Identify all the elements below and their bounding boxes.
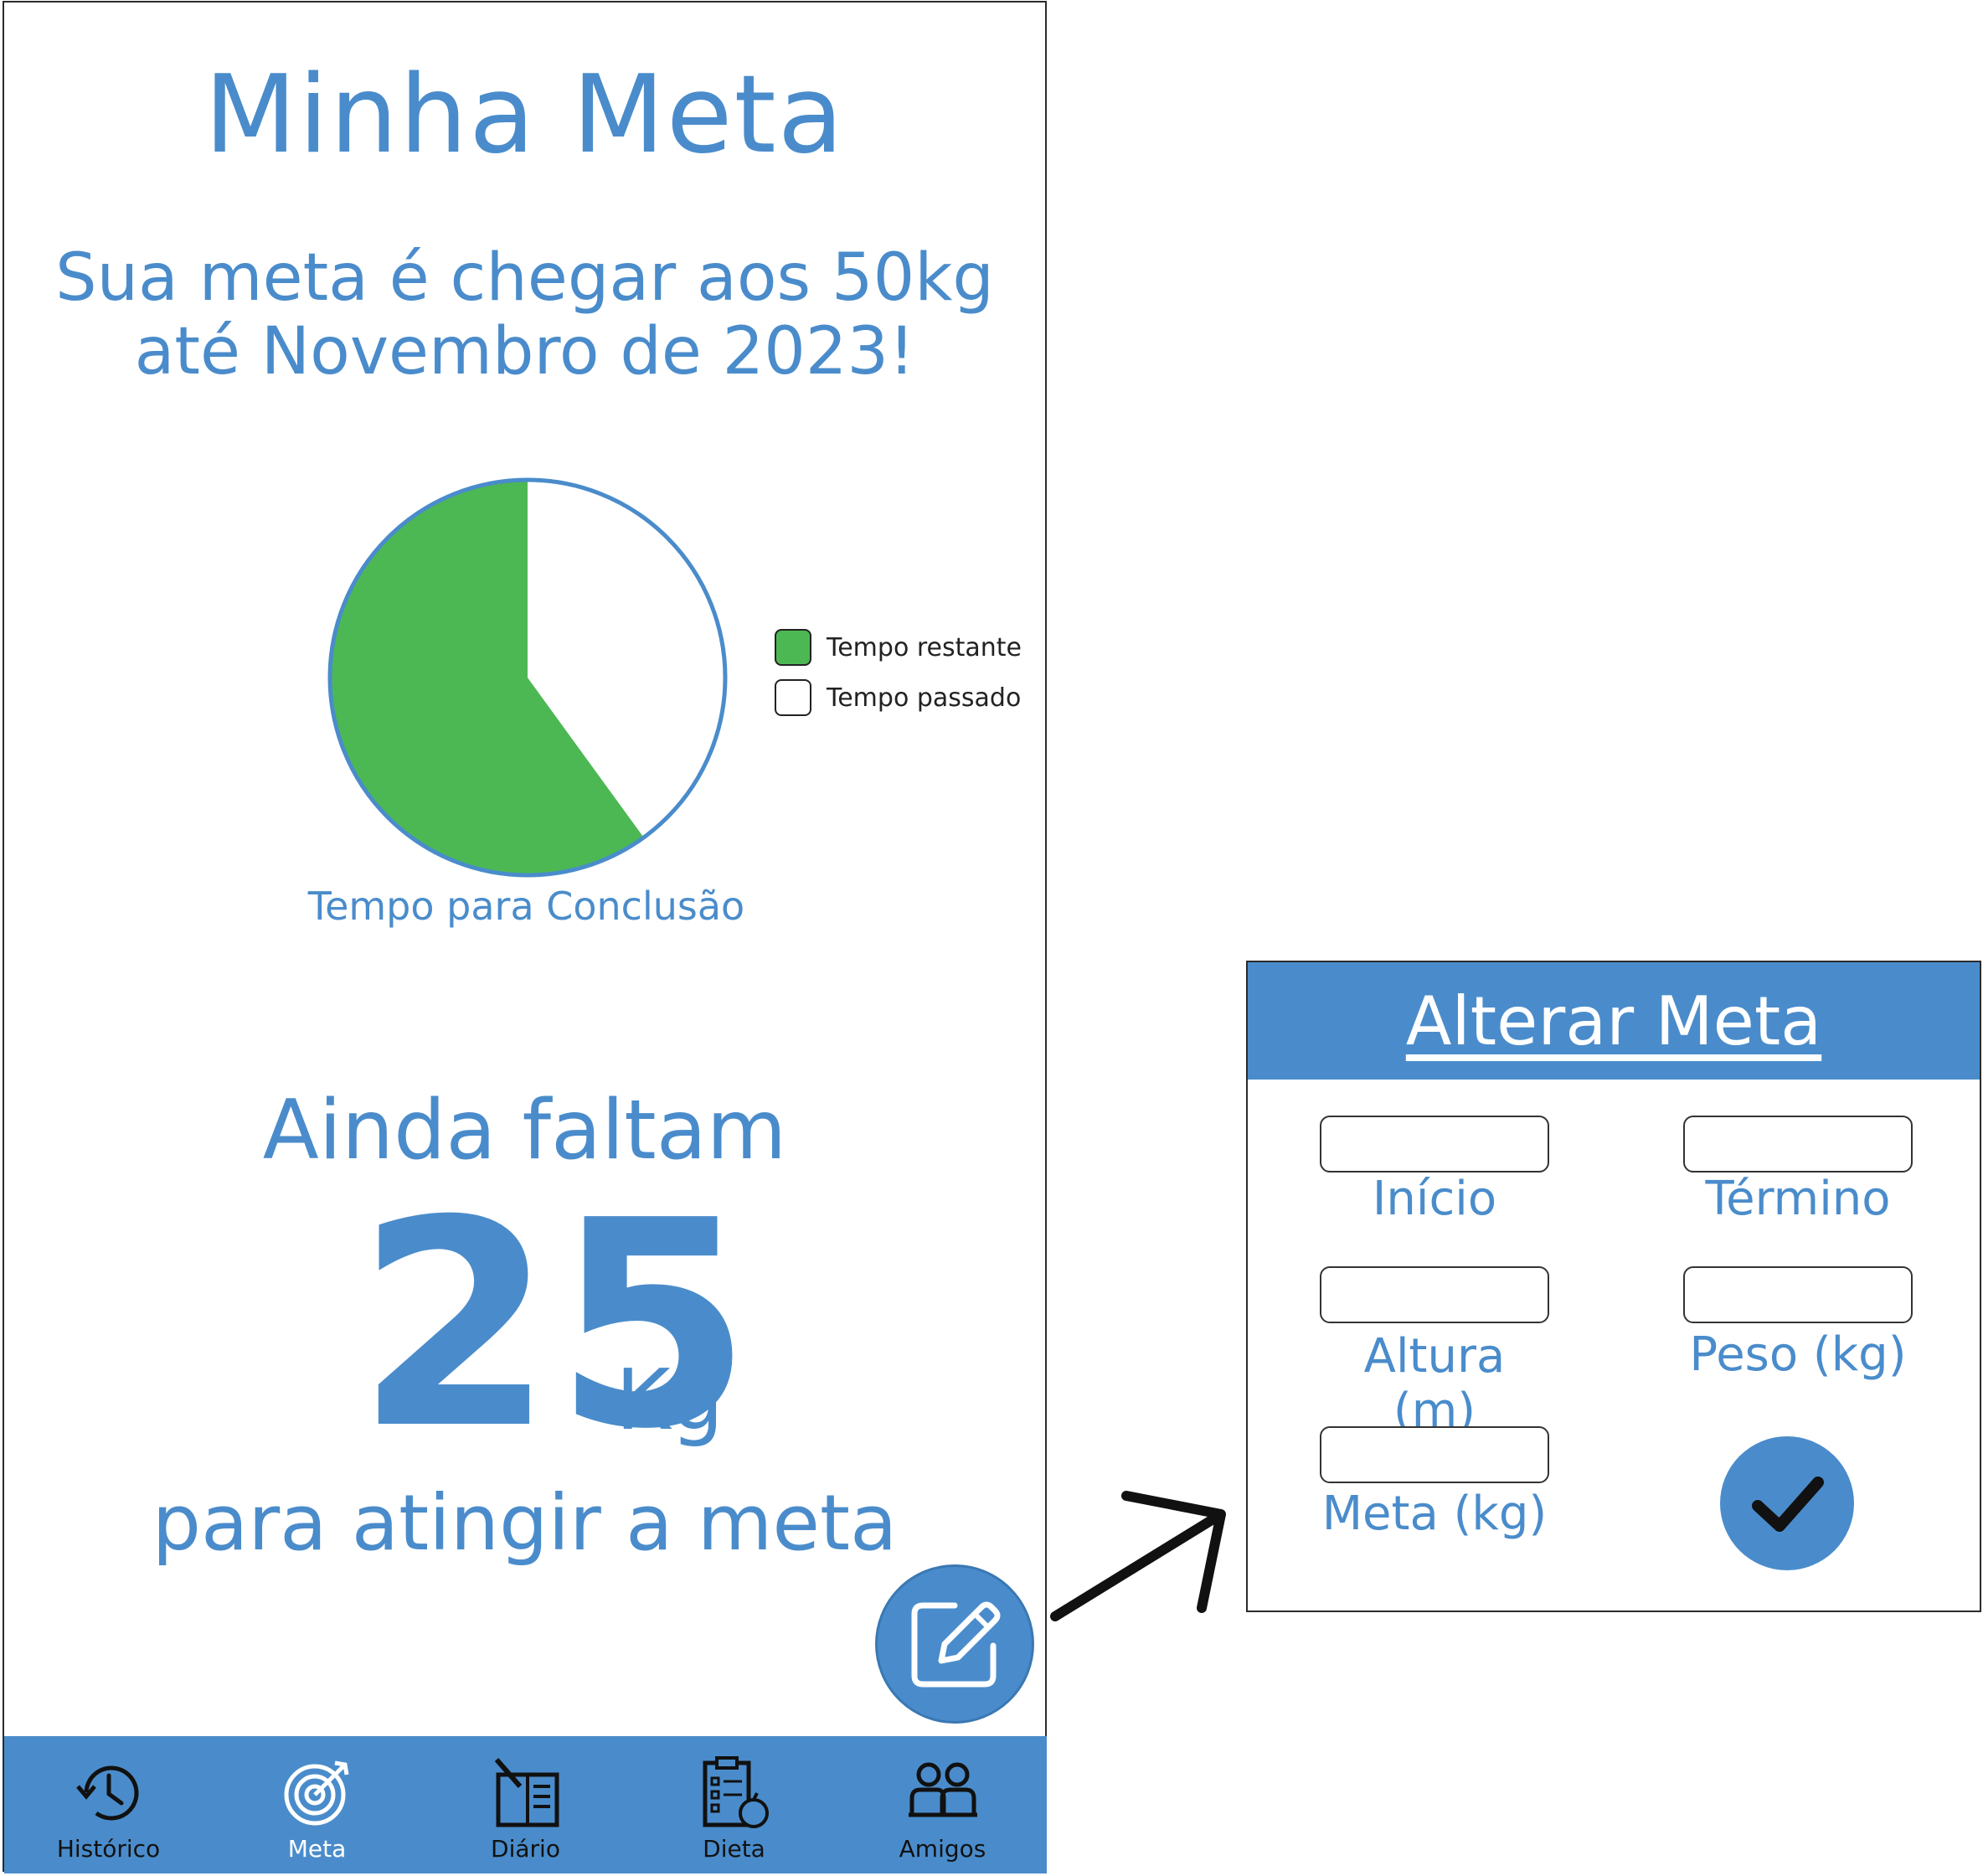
goal-description-line2: até Novembro de 2023! bbox=[134, 314, 915, 389]
modal-header: Alterar Meta bbox=[1248, 962, 1980, 1080]
peso-field[interactable] bbox=[1683, 1266, 1913, 1323]
friends-icon bbox=[908, 1762, 977, 1817]
chart-legend: Tempo restante Tempo passado bbox=[775, 622, 1022, 723]
nav-item-diario[interactable]: Diário bbox=[442, 1736, 610, 1863]
diary-icon bbox=[494, 1758, 559, 1827]
nav-label-dieta: Dieta bbox=[703, 1835, 765, 1863]
check-icon bbox=[1752, 1477, 1824, 1532]
edit-icon bbox=[911, 1601, 1001, 1688]
modal-title: Alterar Meta bbox=[1405, 982, 1822, 1060]
phone-screen: Minha Meta Sua meta é chegar aos 50kg at… bbox=[3, 1, 1047, 1873]
peso-label: Peso (kg) bbox=[1689, 1327, 1907, 1382]
remaining-unit: Kg bbox=[616, 1351, 724, 1449]
remaining-subtext: para atingir a meta bbox=[152, 1478, 898, 1568]
edit-goal-button[interactable] bbox=[875, 1564, 1034, 1724]
remaining-label: Ainda faltam bbox=[262, 1083, 787, 1178]
chart-title: Tempo para Conclusão bbox=[307, 884, 745, 929]
meta-field[interactable] bbox=[1320, 1426, 1549, 1483]
pie-slice-0 bbox=[330, 480, 644, 876]
legend-label-elapsed: Tempo passado bbox=[827, 683, 1022, 713]
pie-chart bbox=[327, 477, 728, 878]
nav-label-amigos: Amigos bbox=[899, 1835, 986, 1863]
meta-label: Meta (kg) bbox=[1321, 1487, 1548, 1541]
goal-description-line1: Sua meta é chegar aos 50kg bbox=[55, 240, 994, 316]
nav-item-historico[interactable]: Histórico bbox=[25, 1736, 193, 1863]
legend-swatch-remaining bbox=[775, 629, 811, 666]
altura-field[interactable] bbox=[1320, 1266, 1549, 1323]
page-title: Minha Meta bbox=[203, 53, 846, 178]
confirm-button[interactable] bbox=[1720, 1436, 1854, 1570]
altura-label: Altura (m) bbox=[1363, 1329, 1506, 1438]
diet-icon bbox=[703, 1756, 769, 1828]
legend-item-elapsed: Tempo passado bbox=[775, 673, 1022, 723]
goal-description: Sua meta é chegar aos 50kg até Novembro … bbox=[4, 241, 1045, 389]
legend-item-remaining: Tempo restante bbox=[775, 622, 1022, 673]
inicio-field[interactable] bbox=[1320, 1116, 1549, 1172]
termino-field[interactable] bbox=[1683, 1116, 1913, 1172]
target-icon bbox=[284, 1760, 348, 1826]
pie-border bbox=[327, 477, 728, 878]
alter-goal-modal: Alterar Meta Início Término Altura (m) P… bbox=[1246, 961, 1981, 1612]
nav-item-dieta[interactable]: Dieta bbox=[651, 1736, 818, 1863]
inicio-label: Início bbox=[1372, 1172, 1497, 1226]
remaining-value: 25 bbox=[356, 1160, 753, 1492]
nav-label-meta: Meta bbox=[287, 1835, 347, 1863]
termino-label: Término bbox=[1705, 1172, 1891, 1226]
legend-label-remaining: Tempo restante bbox=[827, 632, 1022, 662]
legend-swatch-elapsed bbox=[775, 679, 811, 716]
pie-slice-1 bbox=[528, 480, 725, 838]
bottom-nav: Histórico Meta Diário bbox=[4, 1736, 1047, 1873]
history-icon bbox=[75, 1765, 138, 1821]
nav-item-meta[interactable]: Meta bbox=[234, 1736, 401, 1863]
arrow-icon bbox=[1050, 1491, 1226, 1621]
nav-label-historico: Histórico bbox=[56, 1835, 161, 1863]
nav-label-diario: Diário bbox=[491, 1835, 560, 1863]
nav-item-amigos[interactable]: Amigos bbox=[859, 1736, 1027, 1863]
